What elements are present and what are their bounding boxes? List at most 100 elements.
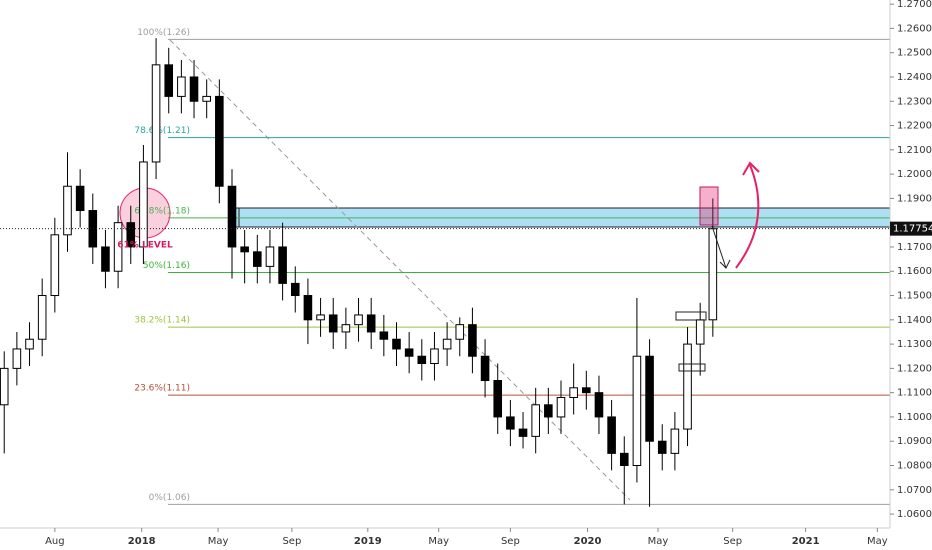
candle-body <box>265 246 275 267</box>
candle-body <box>126 222 136 248</box>
candle-body <box>556 397 566 418</box>
candle-body <box>442 338 452 350</box>
candle-body <box>392 338 401 350</box>
fib-label: 0%(1.06) <box>149 493 190 503</box>
x-tick-label: May <box>428 536 449 547</box>
candle-body <box>227 185 237 248</box>
x-tick-label: Sep <box>723 536 742 547</box>
y-tick-label: 1.21000 <box>897 145 932 156</box>
y-tick-label: 1.27000 <box>897 0 932 10</box>
plot: 100%(1.26) 78.6%(1.21) 61.8%(1.18) 50%(1.16… <box>0 28 890 507</box>
candle-body <box>493 380 503 418</box>
candle-body <box>101 246 110 272</box>
candle-body <box>63 185 72 236</box>
candle-body <box>379 331 389 340</box>
drawings-over: 61% LEVEL <box>117 161 760 372</box>
y-tick-label: 1.17000 <box>897 242 932 253</box>
candle-body <box>240 246 249 253</box>
candle-body <box>480 355 490 382</box>
x-tick-label: May <box>867 536 888 547</box>
candle-body <box>670 428 680 454</box>
fib-label: 78.6%(1.21) <box>134 126 190 136</box>
candle-body <box>75 185 85 212</box>
candle-body <box>569 387 578 399</box>
candle-body <box>253 251 262 267</box>
range-box <box>678 363 706 372</box>
y-tick-label: 1.13000 <box>897 339 932 350</box>
candle-body <box>189 76 199 102</box>
candle-body <box>531 404 540 437</box>
x-tick-label: Aug <box>45 536 65 547</box>
fib-label: 50%(1.16) <box>143 261 190 271</box>
y-tick-label: 1.12000 <box>897 363 932 374</box>
y-tick-label: 1.22000 <box>897 121 932 132</box>
candle-body <box>278 246 287 284</box>
arrow-head <box>719 259 731 269</box>
candle-body <box>113 222 123 272</box>
current-price-tag <box>890 221 932 236</box>
candle-body <box>518 428 528 437</box>
candle-body <box>151 64 161 163</box>
x-tick-label: 2020 <box>574 536 602 547</box>
fib-label: 23.6%(1.11) <box>134 384 190 394</box>
y-tick-label: 1.26000 <box>897 23 932 34</box>
fib-label: 100%(1.26) <box>137 28 190 38</box>
y-tick-label: 1.23000 <box>897 96 932 107</box>
candle-body <box>657 440 667 454</box>
candle-body <box>455 324 465 340</box>
candle-body <box>468 324 477 357</box>
candle-body <box>695 319 705 345</box>
candle-body <box>430 348 439 365</box>
candle-body <box>645 355 654 442</box>
candle-body <box>177 76 186 97</box>
candle-body <box>316 314 325 321</box>
candle-body <box>164 64 174 97</box>
bounce-arrow <box>735 164 760 269</box>
projection-arrow <box>711 225 727 269</box>
y-tick-label: 1.20000 <box>897 169 932 180</box>
y-tick-label: 1.25000 <box>897 48 932 59</box>
arrow-head <box>742 161 760 176</box>
x-tick-label: May <box>648 536 669 547</box>
candle-body <box>366 314 376 333</box>
current-price-label: 1.17754 <box>893 224 932 235</box>
candle-body <box>404 348 414 357</box>
x-tick-label: 2018 <box>128 536 156 547</box>
y-tick-label: 1.14000 <box>897 315 932 326</box>
candle-body <box>215 95 224 187</box>
candle-body <box>619 452 629 467</box>
fib-trend-line <box>169 39 631 501</box>
candle-body <box>582 387 591 394</box>
candle-body <box>594 392 604 418</box>
y-tick-label: 1.19000 <box>897 193 932 204</box>
candle-body <box>544 404 553 418</box>
candle-body <box>417 355 427 365</box>
candle-body <box>354 314 363 326</box>
annotation: 61% LEVEL <box>117 241 173 251</box>
candle-body <box>0 367 9 406</box>
fib-label: 61.8%(1.18) <box>134 206 190 216</box>
highlight-box <box>699 186 719 226</box>
candle-body <box>139 161 148 248</box>
fib-label: 38.2%(1.14) <box>134 316 190 326</box>
y-tick-label: 1.15000 <box>897 291 932 302</box>
candle-body <box>708 228 718 321</box>
candle-body <box>683 343 692 430</box>
candle-body <box>328 314 338 333</box>
x-tick-label: Sep <box>282 536 301 547</box>
y-tick-label: 1.24000 <box>897 72 932 83</box>
candle-body <box>50 234 60 297</box>
x-tick-label: May <box>208 536 229 547</box>
candle-body <box>202 95 211 102</box>
x-tick-label: Sep <box>501 536 520 547</box>
y-tick-label: 1.10000 <box>897 412 932 423</box>
y-tick-label: 1.09000 <box>897 436 932 447</box>
y-tick-label: 1.16000 <box>897 266 932 277</box>
candle-body <box>632 355 642 467</box>
y-tick-label: 1.07000 <box>897 485 932 496</box>
candle-body <box>290 282 300 297</box>
y-tick-label: 1.11000 <box>897 388 932 399</box>
candle-body <box>303 295 313 321</box>
